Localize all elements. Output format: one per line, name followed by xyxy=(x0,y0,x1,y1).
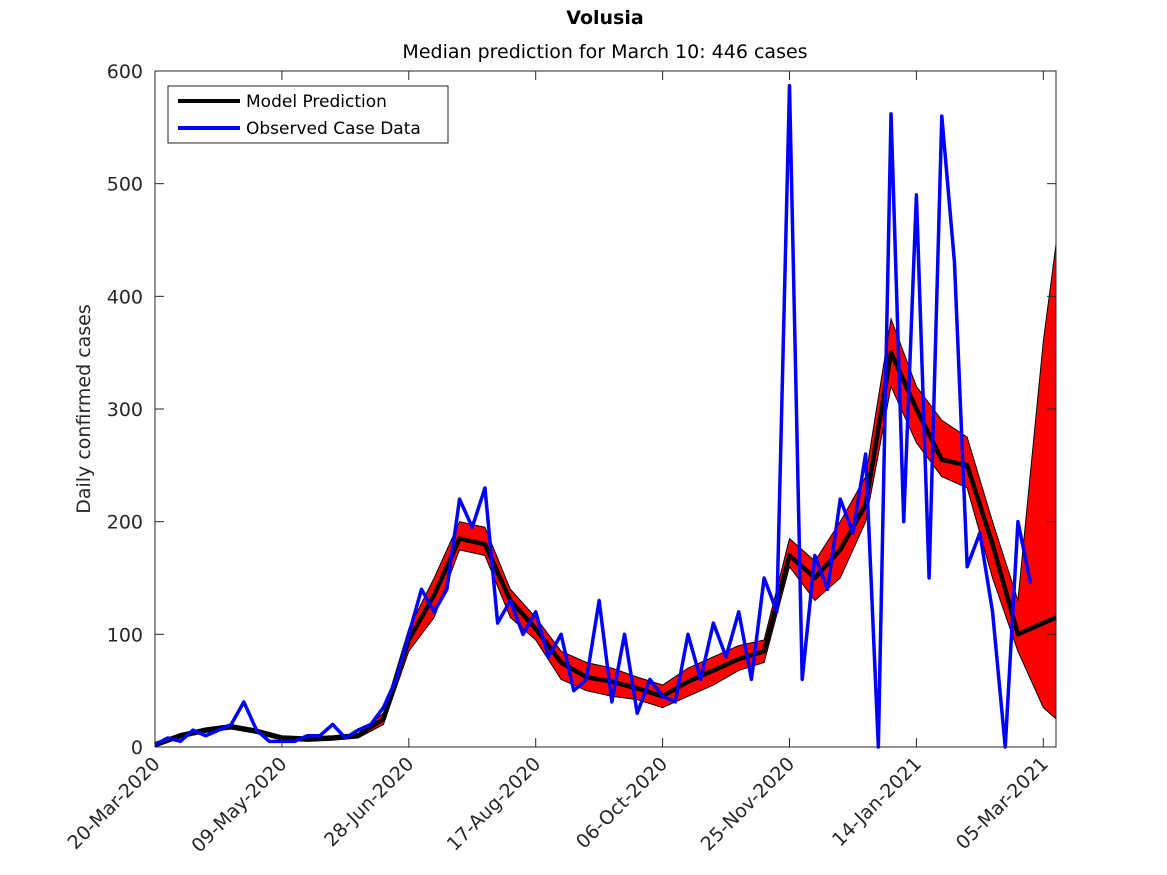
legend: Model Prediction Observed Case Data xyxy=(167,85,449,144)
y-tick-label: 100 xyxy=(107,624,143,646)
x-tick-label: 05-Mar-2021 xyxy=(952,753,1053,854)
x-tick-label: 20-Mar-2020 xyxy=(64,753,165,854)
series-line xyxy=(154,350,1057,747)
y-tick-label: 200 xyxy=(107,512,143,534)
y-tick-label: 600 xyxy=(107,61,143,83)
chart-title: Volusia xyxy=(566,7,643,29)
y-tick-label: 0 xyxy=(131,737,143,759)
x-tick-label: 06-Oct-2020 xyxy=(572,753,672,853)
legend-box xyxy=(167,85,449,144)
legend-label: Model Prediction xyxy=(246,92,387,112)
x-tick-label: 25-Nov-2020 xyxy=(697,753,799,855)
chart-subtitle: Median prediction for March 10: 446 case… xyxy=(402,41,807,63)
series-line xyxy=(154,83,1033,749)
y-tick-label: 300 xyxy=(107,399,143,421)
y-axis-label: Daily confirmed cases xyxy=(73,304,95,514)
y-tick-label: 400 xyxy=(107,286,143,308)
x-tick-label: 14-Jan-2021 xyxy=(828,753,926,851)
y-tick-label: 500 xyxy=(107,174,143,196)
x-tick-label: 09-May-2020 xyxy=(187,753,291,857)
x-tick-label: 28-Jun-2020 xyxy=(320,753,418,851)
x-tick-label: 17-Aug-2020 xyxy=(443,753,545,855)
legend-label: Observed Case Data xyxy=(246,119,421,139)
